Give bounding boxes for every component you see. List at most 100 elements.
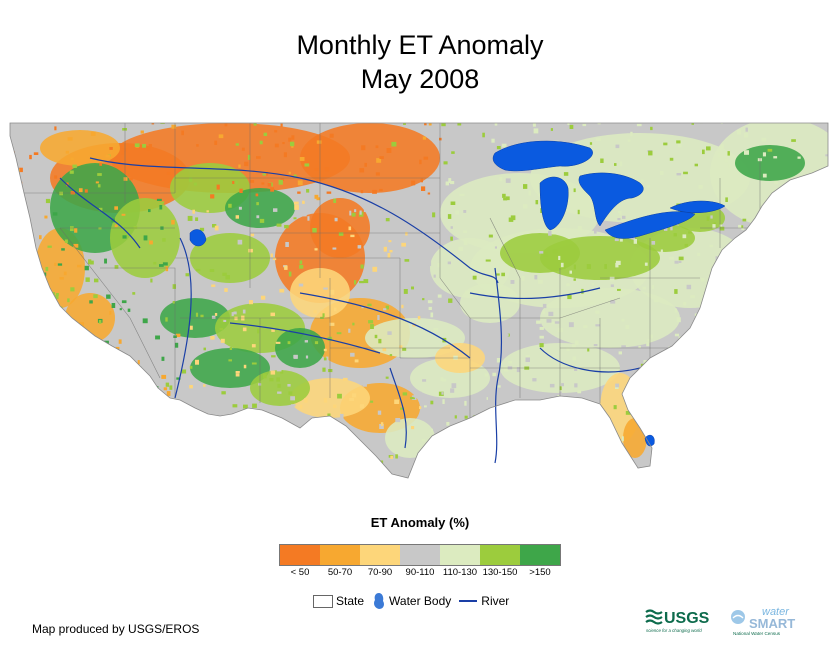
raster-cell: [774, 181, 778, 185]
legend-swatch: [360, 545, 400, 565]
raster-cell: [478, 143, 482, 146]
raster-cell: [621, 345, 626, 348]
raster-cell: [10, 417, 11, 422]
raster-cell: [118, 339, 122, 344]
raster-cell: [109, 436, 112, 441]
raster-cell: [239, 188, 243, 193]
raster-cell: [383, 246, 387, 252]
raster-cell: [287, 341, 291, 345]
raster-cell: [453, 431, 457, 435]
raster-cell: [706, 216, 710, 221]
water-body-icon: [374, 593, 384, 609]
raster-cell: [391, 265, 396, 270]
raster-cell: [220, 338, 225, 343]
raster-cell: [159, 264, 164, 267]
raster-cell: [676, 317, 681, 323]
raster-cell: [74, 228, 78, 233]
raster-cell: [302, 200, 305, 204]
raster-cell: [188, 177, 193, 182]
raster-cell: [181, 130, 184, 136]
raster-cell: [613, 405, 617, 410]
legend-water-body: Water Body: [372, 592, 451, 610]
raster-cell: [274, 143, 279, 148]
raster-cell: [686, 284, 692, 290]
raster-cell: [354, 209, 357, 213]
legend-swatch: [320, 545, 360, 565]
conus-map: [9, 122, 829, 479]
raster-cell: [824, 296, 828, 299]
raster-cell: [422, 379, 427, 382]
raster-cell: [259, 140, 263, 145]
raster-cell: [123, 452, 128, 456]
river-line: [89, 157, 499, 284]
raster-cell: [775, 383, 781, 387]
raster-cell: [627, 139, 631, 142]
raster-cell: [137, 360, 140, 365]
raster-cell: [195, 217, 199, 221]
river-line: [59, 177, 141, 249]
raster-cell: [567, 123, 570, 125]
raster-cell: [538, 280, 543, 284]
raster-cell: [288, 391, 293, 395]
legend-class-label: 130-150: [482, 567, 518, 578]
raster-cell: [772, 402, 776, 406]
raster-cell: [650, 367, 655, 373]
raster-cell: [417, 245, 421, 250]
raster-cell: [490, 352, 495, 356]
raster-cell: [224, 288, 228, 292]
raster-cell: [209, 406, 215, 411]
raster-cell: [453, 355, 458, 360]
raster-cell: [452, 448, 455, 451]
raster-cell: [674, 333, 679, 337]
anomaly-patch: [385, 418, 435, 458]
raster-cell: [177, 167, 183, 171]
raster-cell: [241, 147, 245, 151]
raster-cell: [421, 438, 426, 442]
raster-cell: [375, 289, 379, 292]
raster-cell: [277, 391, 282, 394]
raster-cell: [162, 238, 166, 242]
raster-cell: [270, 187, 275, 192]
raster-cell: [114, 206, 118, 210]
raster-cell: [276, 367, 282, 372]
raster-cell: [54, 412, 59, 418]
raster-cell: [32, 398, 36, 401]
raster-cell: [30, 357, 35, 362]
raster-cell: [809, 275, 814, 280]
raster-cell: [583, 325, 588, 328]
raster-cell: [92, 469, 95, 472]
raster-cell: [269, 378, 274, 382]
raster-cell: [374, 334, 378, 339]
raster-cell: [156, 461, 159, 467]
raster-cell: [801, 335, 805, 340]
raster-cell: [302, 429, 308, 433]
raster-cell: [827, 168, 828, 170]
raster-cell: [401, 304, 404, 309]
raster-cell: [408, 305, 412, 310]
raster-cell: [539, 327, 544, 330]
raster-cell: [701, 278, 705, 282]
raster-cell: [548, 311, 554, 317]
legend-title: ET Anomaly (%): [370, 515, 470, 530]
raster-cell: [805, 309, 810, 315]
raster-cell: [89, 260, 94, 265]
raster-cell: [705, 348, 708, 351]
raster-cell: [455, 210, 459, 215]
legend-river-label: River: [481, 594, 510, 608]
raster-cell: [431, 307, 437, 312]
raster-cell: [615, 383, 620, 388]
raster-cell: [742, 340, 747, 346]
raster-cell: [10, 434, 11, 437]
raster-cell: [270, 253, 273, 258]
raster-cell: [737, 443, 743, 448]
raster-cell: [622, 215, 626, 219]
raster-cell: [54, 126, 57, 131]
raster-cell: [122, 128, 127, 131]
raster-cell: [90, 131, 96, 136]
raster-cell: [641, 179, 644, 183]
raster-cell: [682, 337, 685, 341]
raster-cell: [516, 367, 520, 373]
raster-cell: [706, 387, 712, 392]
raster-cell: [411, 180, 416, 186]
raster-cell: [82, 354, 87, 359]
